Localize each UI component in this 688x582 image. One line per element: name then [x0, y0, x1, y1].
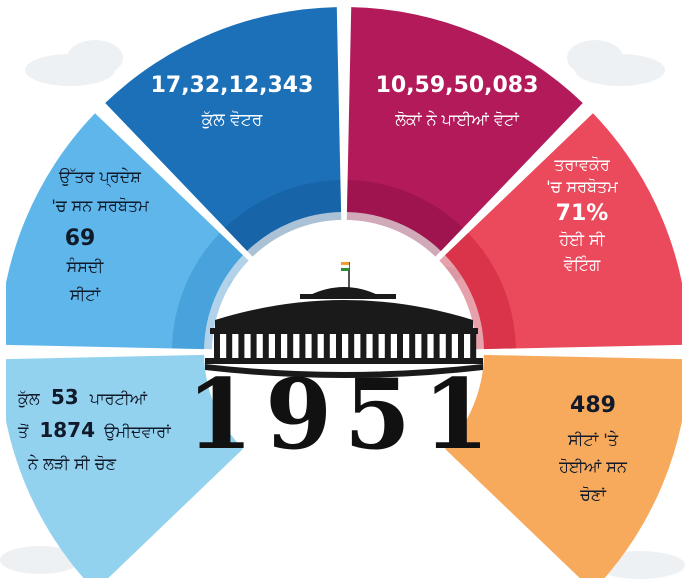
building-column: [323, 334, 330, 358]
parliament-building-icon: [205, 262, 483, 378]
segment-top-left: [105, 7, 342, 251]
ring-top-left: [224, 180, 342, 257]
year-text: 1951: [186, 358, 501, 471]
building-column: [275, 334, 281, 358]
parties-line1: ਕੁੱਲ 53 ਪਾਰਟੀਆਂ: [17, 385, 148, 409]
building-column: [458, 334, 464, 358]
segment-mid-right: [445, 113, 682, 350]
building-column: [421, 334, 428, 358]
segment-bottom-right: [445, 354, 682, 578]
travancore-line2: 'ਚ ਸਰਬੋਤਮ: [546, 177, 618, 196]
segment-mid-left: [6, 113, 243, 350]
center-disc: [212, 220, 476, 484]
travancore-line4: ਵੋਟਿੰਗ: [563, 255, 601, 274]
segment-top-right: [346, 7, 583, 251]
parties-line3: ਨੇ ਲੜੀ ਸੀ ਚੋਣ: [27, 454, 117, 473]
ring-top-right: [346, 180, 464, 257]
parties-line2-b: ਉਮੀਦਵਾਰਾਂ: [103, 422, 171, 441]
building-column: [238, 334, 245, 358]
travancore-number: 71%: [556, 201, 609, 226]
votes-cast-label: ਲੋਕਾਂ ਨੇ ਪਾਈਆਂ ਵੋਟਾਂ: [394, 110, 519, 129]
seats-number: 489: [570, 393, 616, 418]
total-voters-label: ਕੁੱਲ ਵੋਟਰ: [201, 110, 263, 130]
building-column: [299, 334, 306, 358]
building-column: [214, 334, 220, 358]
building-column: [372, 334, 379, 358]
building-column: [397, 334, 403, 358]
votes-cast-number: 10,59,50,083: [376, 73, 539, 98]
up-seats-line2: 'ਚ ਸਨ ਸਰਬੋਤਮ: [51, 196, 149, 215]
parties-line1-a: ਕੁੱਲ: [17, 389, 41, 408]
parties-line2-a: ਤੋਂ: [17, 422, 29, 441]
building-column: [409, 334, 416, 358]
parties-line1-b: ਪਾਰਟੀਆਂ: [89, 389, 148, 408]
total-voters-number: 17,32,12,343: [151, 73, 314, 98]
building-column: [348, 334, 355, 358]
building-column: [262, 334, 269, 358]
building-column: [360, 334, 367, 358]
candidates-count: 1874: [39, 418, 95, 442]
up-seats-line4: ਸੀਟਾਂ: [69, 285, 101, 304]
building-column: [470, 334, 477, 358]
parties-line2: ਤੋਂ 1874 ਉਮੀਦਵਾਰਾਂ: [17, 418, 171, 442]
up-seats-number: 69: [65, 226, 96, 251]
ring-mid-right: [439, 232, 516, 350]
building-column: [384, 334, 391, 358]
travancore-line1: ਤਰਾਵਕੋਰ: [553, 155, 611, 174]
up-seats-line1: ਉੱਤਰ ਪ੍ਰਦੇਸ਼: [58, 167, 141, 188]
parties-count: 53: [51, 385, 79, 409]
building-column: [287, 334, 294, 358]
building-column: [311, 334, 318, 358]
building-column: [250, 334, 257, 358]
seats-line2: ਹੋਈਆਂ ਸਨ: [558, 457, 628, 476]
seats-line1: ਸੀਟਾਂ 'ਤੇ: [567, 430, 619, 449]
building-column: [226, 334, 233, 358]
building-column: [336, 334, 342, 358]
travancore-line3: ਹੋਈ ਸੀ: [558, 230, 605, 249]
up-seats-line3: ਸੰਸਦੀ: [66, 257, 105, 276]
seats-line3: ਚੋਣਾਂ: [579, 485, 606, 504]
ring-mid-left: [172, 232, 249, 350]
segment-bottom-left: [6, 354, 243, 578]
building-column: [445, 334, 452, 358]
building-column: [433, 334, 440, 358]
